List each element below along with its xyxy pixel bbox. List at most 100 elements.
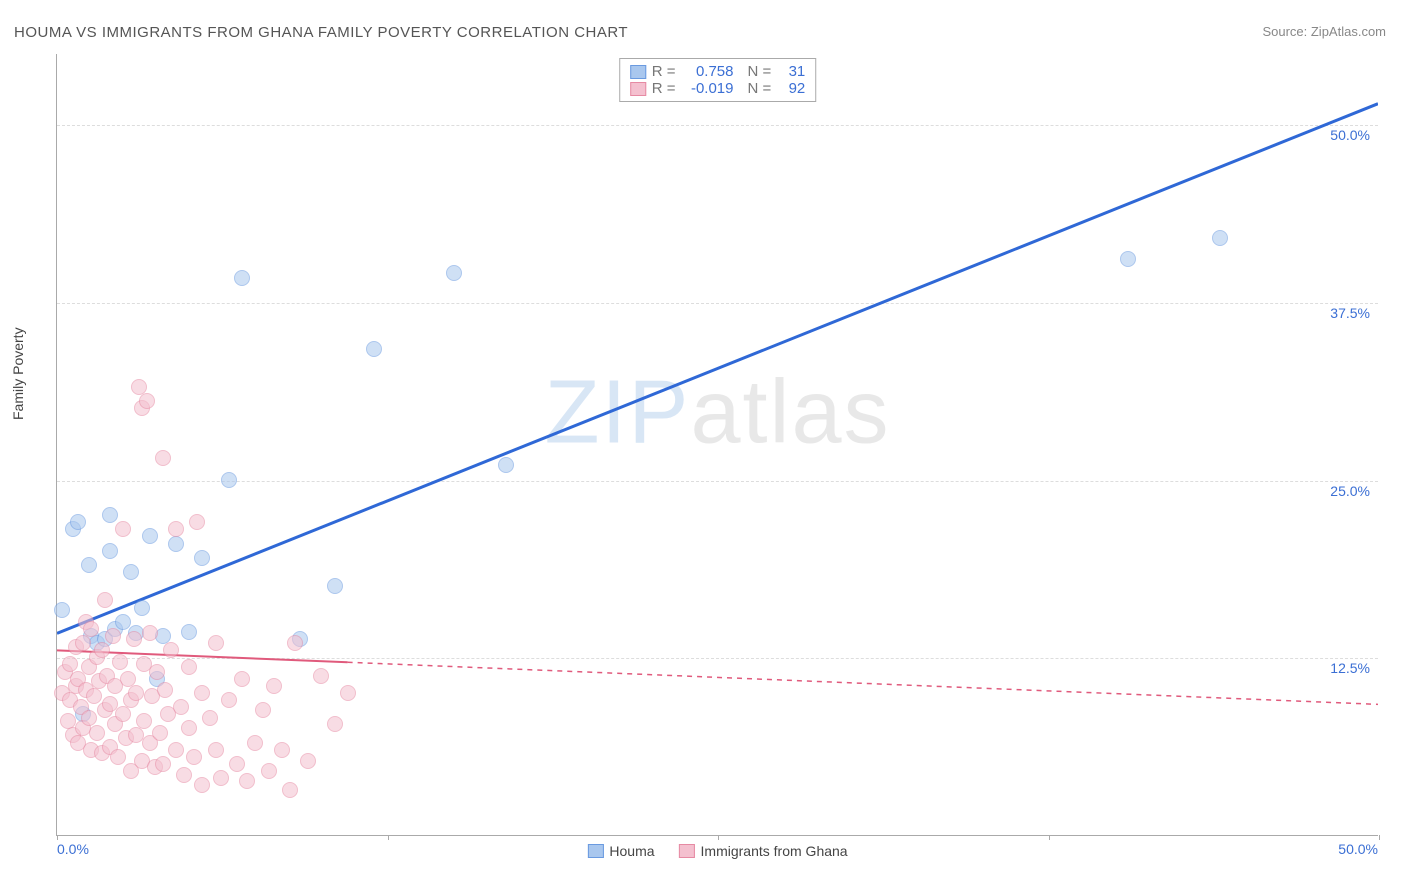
data-point bbox=[208, 635, 224, 651]
data-point bbox=[234, 270, 250, 286]
data-point bbox=[105, 628, 121, 644]
x-axis-min-label: 0.0% bbox=[57, 841, 89, 857]
gridline bbox=[57, 125, 1378, 126]
legend-label: Houma bbox=[609, 843, 654, 859]
data-point bbox=[213, 770, 229, 786]
data-point bbox=[221, 692, 237, 708]
data-point bbox=[181, 624, 197, 640]
data-point bbox=[115, 706, 131, 722]
data-point bbox=[202, 710, 218, 726]
x-tick-mark bbox=[57, 835, 58, 840]
data-point bbox=[261, 763, 277, 779]
data-point bbox=[247, 735, 263, 751]
data-point bbox=[282, 782, 298, 798]
data-point bbox=[327, 716, 343, 732]
data-point bbox=[255, 702, 271, 718]
data-point bbox=[81, 557, 97, 573]
data-point bbox=[115, 521, 131, 537]
data-point bbox=[163, 642, 179, 658]
x-tick-mark bbox=[1379, 835, 1380, 840]
data-point bbox=[274, 742, 290, 758]
data-point bbox=[327, 578, 343, 594]
y-axis-label: Family Poverty bbox=[10, 327, 26, 420]
data-point bbox=[300, 753, 316, 769]
data-point bbox=[54, 602, 70, 618]
legend-item: Immigrants from Ghana bbox=[679, 843, 848, 859]
data-point bbox=[102, 507, 118, 523]
data-point bbox=[83, 621, 99, 637]
data-point bbox=[97, 592, 113, 608]
data-point bbox=[1212, 230, 1228, 246]
gridline bbox=[57, 658, 1378, 659]
data-point bbox=[181, 720, 197, 736]
data-point bbox=[128, 685, 144, 701]
data-point bbox=[94, 642, 110, 658]
data-point bbox=[446, 265, 462, 281]
legend-label: Immigrants from Ghana bbox=[701, 843, 848, 859]
data-point bbox=[173, 699, 189, 715]
data-point bbox=[221, 472, 237, 488]
data-point bbox=[115, 614, 131, 630]
data-point bbox=[208, 742, 224, 758]
data-point bbox=[155, 756, 171, 772]
data-point bbox=[142, 528, 158, 544]
y-tick-label: 12.5% bbox=[1330, 660, 1370, 676]
data-point bbox=[1120, 251, 1136, 267]
gridline bbox=[57, 481, 1378, 482]
data-point bbox=[194, 550, 210, 566]
legend-item: Houma bbox=[587, 843, 654, 859]
data-point bbox=[186, 749, 202, 765]
data-point bbox=[86, 688, 102, 704]
watermark: ZIPatlas bbox=[544, 362, 890, 465]
data-point bbox=[102, 543, 118, 559]
data-point bbox=[168, 536, 184, 552]
y-tick-label: 37.5% bbox=[1330, 305, 1370, 321]
legend-row: R = 0.758N = 31 bbox=[630, 63, 806, 80]
data-point bbox=[70, 514, 86, 530]
correlation-legend: R = 0.758N = 31R = -0.019N = 92 bbox=[619, 58, 817, 102]
data-point bbox=[152, 725, 168, 741]
plot-area: ZIPatlas 12.5% 25.0% 37.5% 50.0% R = 0.758N… bbox=[56, 54, 1378, 836]
data-point bbox=[75, 635, 91, 651]
gridline bbox=[57, 303, 1378, 304]
data-point bbox=[168, 742, 184, 758]
data-point bbox=[340, 685, 356, 701]
y-tick-label: 50.0% bbox=[1330, 127, 1370, 143]
data-point bbox=[89, 725, 105, 741]
chart-title: HOUMA VS IMMIGRANTS FROM GHANA FAMILY PO… bbox=[14, 24, 628, 41]
data-point bbox=[112, 654, 128, 670]
legend-swatch bbox=[630, 82, 646, 96]
legend-swatch bbox=[587, 844, 603, 858]
data-point bbox=[126, 631, 142, 647]
data-point bbox=[266, 678, 282, 694]
data-point bbox=[234, 671, 250, 687]
legend-row: R = -0.019N = 92 bbox=[630, 80, 806, 97]
data-point bbox=[142, 625, 158, 641]
data-point bbox=[149, 664, 165, 680]
data-point bbox=[498, 457, 514, 473]
data-point bbox=[194, 777, 210, 793]
data-point bbox=[313, 668, 329, 684]
data-point bbox=[155, 450, 171, 466]
series-legend: Houma Immigrants from Ghana bbox=[587, 843, 847, 859]
data-point bbox=[176, 767, 192, 783]
y-tick-label: 25.0% bbox=[1330, 483, 1370, 499]
data-point bbox=[134, 600, 150, 616]
data-point bbox=[189, 514, 205, 530]
legend-swatch bbox=[679, 844, 695, 858]
data-point bbox=[287, 635, 303, 651]
data-point bbox=[157, 682, 173, 698]
data-point bbox=[168, 521, 184, 537]
x-tick-mark bbox=[718, 835, 719, 840]
legend-swatch bbox=[630, 65, 646, 79]
data-point bbox=[136, 713, 152, 729]
x-axis-max-label: 50.0% bbox=[1338, 841, 1378, 857]
data-point bbox=[181, 659, 197, 675]
data-point bbox=[123, 564, 139, 580]
data-point bbox=[194, 685, 210, 701]
data-point bbox=[110, 749, 126, 765]
x-tick-mark bbox=[388, 835, 389, 840]
data-point bbox=[139, 393, 155, 409]
data-point bbox=[239, 773, 255, 789]
source-label: Source: ZipAtlas.com bbox=[1262, 24, 1386, 39]
